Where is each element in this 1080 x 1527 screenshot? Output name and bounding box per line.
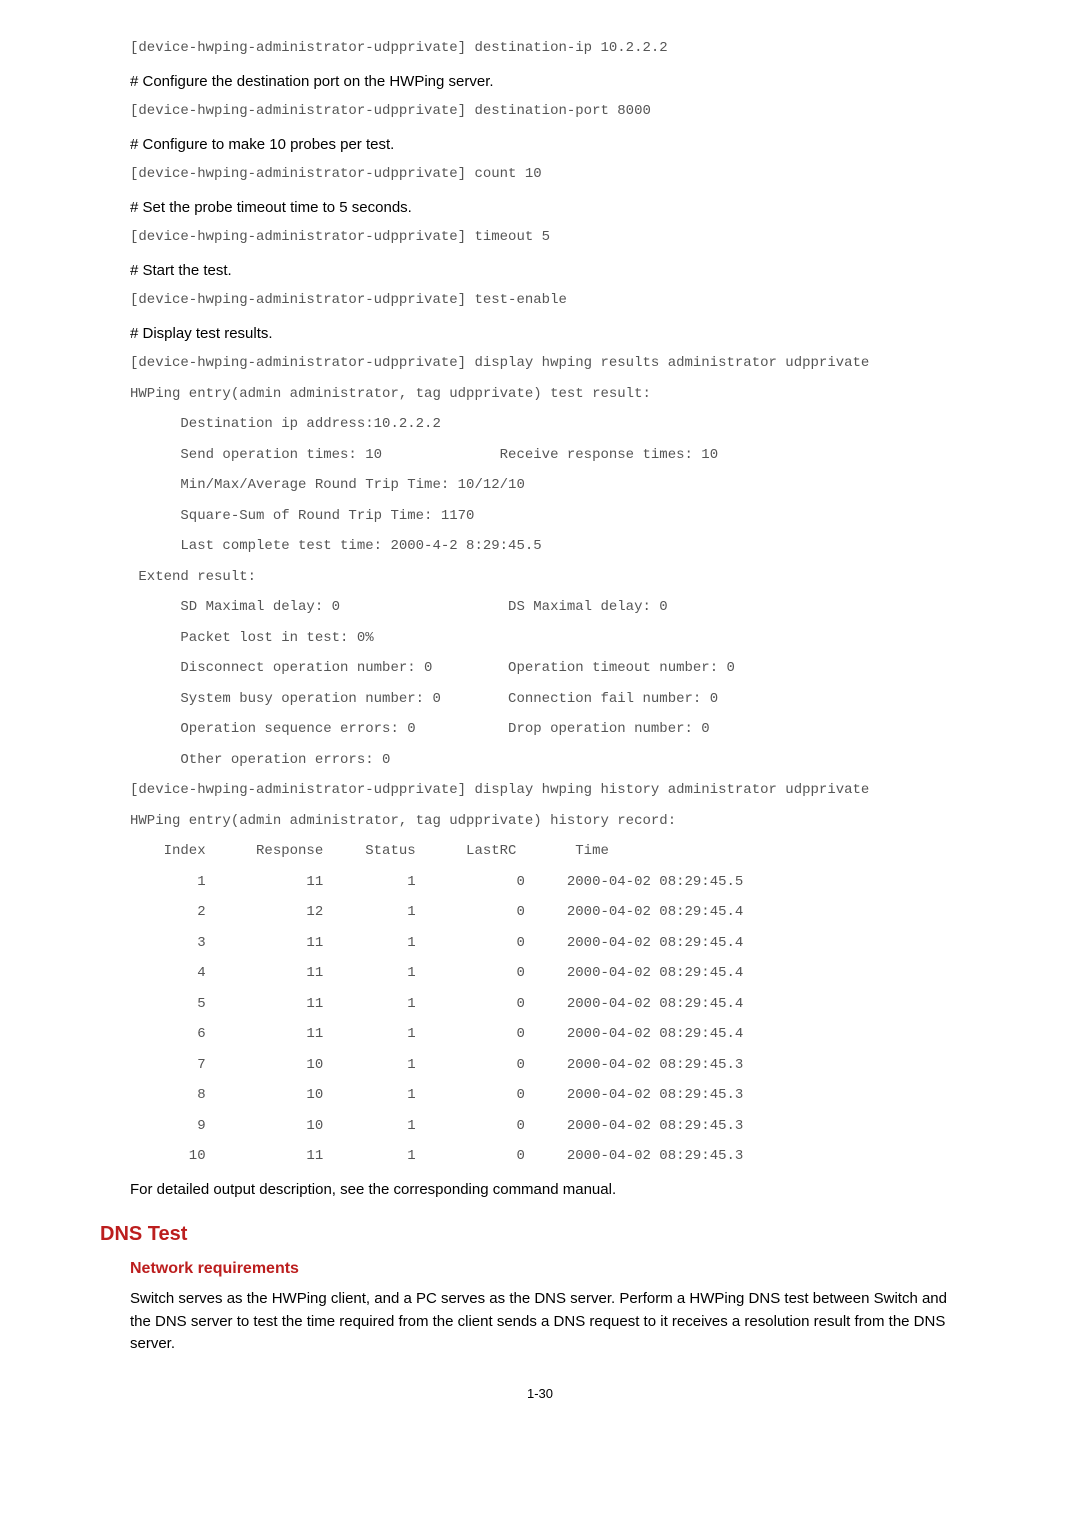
body-text: For detailed output description, see the… xyxy=(130,1179,950,1202)
code-line: Other operation errors: 0 xyxy=(130,748,950,773)
code-line: [device-hwping-administrator-udpprivate]… xyxy=(130,36,950,61)
code-line: Square-Sum of Round Trip Time: 1170 xyxy=(130,504,950,529)
code-line: Last complete test time: 2000-4-2 8:29:4… xyxy=(130,534,950,559)
table-row: 3 11 1 0 2000-04-02 08:29:45.4 xyxy=(130,931,950,956)
table-row: 5 11 1 0 2000-04-02 08:29:45.4 xyxy=(130,992,950,1017)
code-line: Extend result: xyxy=(130,565,950,590)
step-desc: # Start the test. xyxy=(130,260,950,283)
subsection-heading-network: Network requirements xyxy=(130,1260,950,1278)
table-row: 8 10 1 0 2000-04-02 08:29:45.3 xyxy=(130,1083,950,1108)
table-row: 4 11 1 0 2000-04-02 08:29:45.4 xyxy=(130,961,950,986)
step-desc: # Configure the destination port on the … xyxy=(130,71,950,94)
code-line: Min/Max/Average Round Trip Time: 10/12/1… xyxy=(130,473,950,498)
code-line: SD Maximal delay: 0 DS Maximal delay: 0 xyxy=(130,595,950,620)
page-number: 1-30 xyxy=(130,1386,950,1401)
table-row: 10 11 1 0 2000-04-02 08:29:45.3 xyxy=(130,1144,950,1169)
code-line: Packet lost in test: 0% xyxy=(130,626,950,651)
table-header: Index Response Status LastRC Time xyxy=(130,839,950,864)
code-line: Send operation times: 10 Receive respons… xyxy=(130,443,950,468)
code-line: HWPing entry(admin administrator, tag ud… xyxy=(130,382,950,407)
code-line: HWPing entry(admin administrator, tag ud… xyxy=(130,809,950,834)
step-desc: # Configure to make 10 probes per test. xyxy=(130,134,950,157)
code-line: [device-hwping-administrator-udpprivate]… xyxy=(130,99,950,124)
code-line: Operation sequence errors: 0 Drop operat… xyxy=(130,717,950,742)
code-line: [device-hwping-administrator-udpprivate]… xyxy=(130,351,950,376)
code-line: System busy operation number: 0 Connecti… xyxy=(130,687,950,712)
table-row: 9 10 1 0 2000-04-02 08:29:45.3 xyxy=(130,1114,950,1139)
table-row: 1 11 1 0 2000-04-02 08:29:45.5 xyxy=(130,870,950,895)
code-line: [device-hwping-administrator-udpprivate]… xyxy=(130,778,950,803)
step-desc: # Display test results. xyxy=(130,323,950,346)
step-desc: # Set the probe timeout time to 5 second… xyxy=(130,197,950,220)
table-row: 7 10 1 0 2000-04-02 08:29:45.3 xyxy=(130,1053,950,1078)
code-line: [device-hwping-administrator-udpprivate]… xyxy=(130,162,950,187)
table-row: 6 11 1 0 2000-04-02 08:29:45.4 xyxy=(130,1022,950,1047)
body-text: Switch serves as the HWPing client, and … xyxy=(130,1288,950,1356)
code-line: [device-hwping-administrator-udpprivate]… xyxy=(130,288,950,313)
code-line: [device-hwping-administrator-udpprivate]… xyxy=(130,225,950,250)
code-line: Disconnect operation number: 0 Operation… xyxy=(130,656,950,681)
table-row: 2 12 1 0 2000-04-02 08:29:45.4 xyxy=(130,900,950,925)
code-line: Destination ip address:10.2.2.2 xyxy=(130,412,950,437)
section-heading-dns: DNS Test xyxy=(100,1223,950,1246)
